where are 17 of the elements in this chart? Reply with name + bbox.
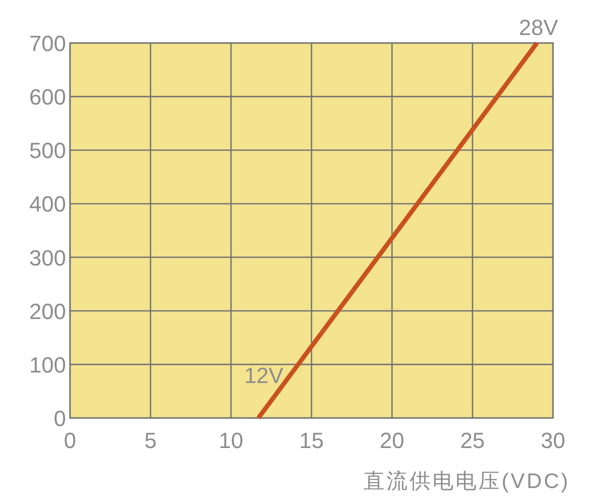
x-axis-title: 直流供电电压(VDC) [364,470,570,493]
x-tick-label: 15 [299,428,324,453]
y-tick-label: 100 [29,352,66,378]
y-tick-label: 700 [29,31,66,56]
y-tick-label: 0 [54,406,66,431]
x-tick-label: 10 [218,428,244,453]
y-tick-label: 500 [29,138,66,164]
x-tick-label: 25 [460,428,485,453]
annotation: 12V [244,362,284,388]
annotation: 28V [518,15,558,40]
x-tick-label: 30 [540,428,566,453]
y-tick-label: 200 [29,298,66,324]
y-tick-label: 400 [29,192,66,217]
y-tick-label: 600 [29,84,66,110]
x-tick-label: 20 [380,428,404,453]
y-tick-label: 300 [29,245,66,270]
x-tick-label: 5 [144,428,157,453]
